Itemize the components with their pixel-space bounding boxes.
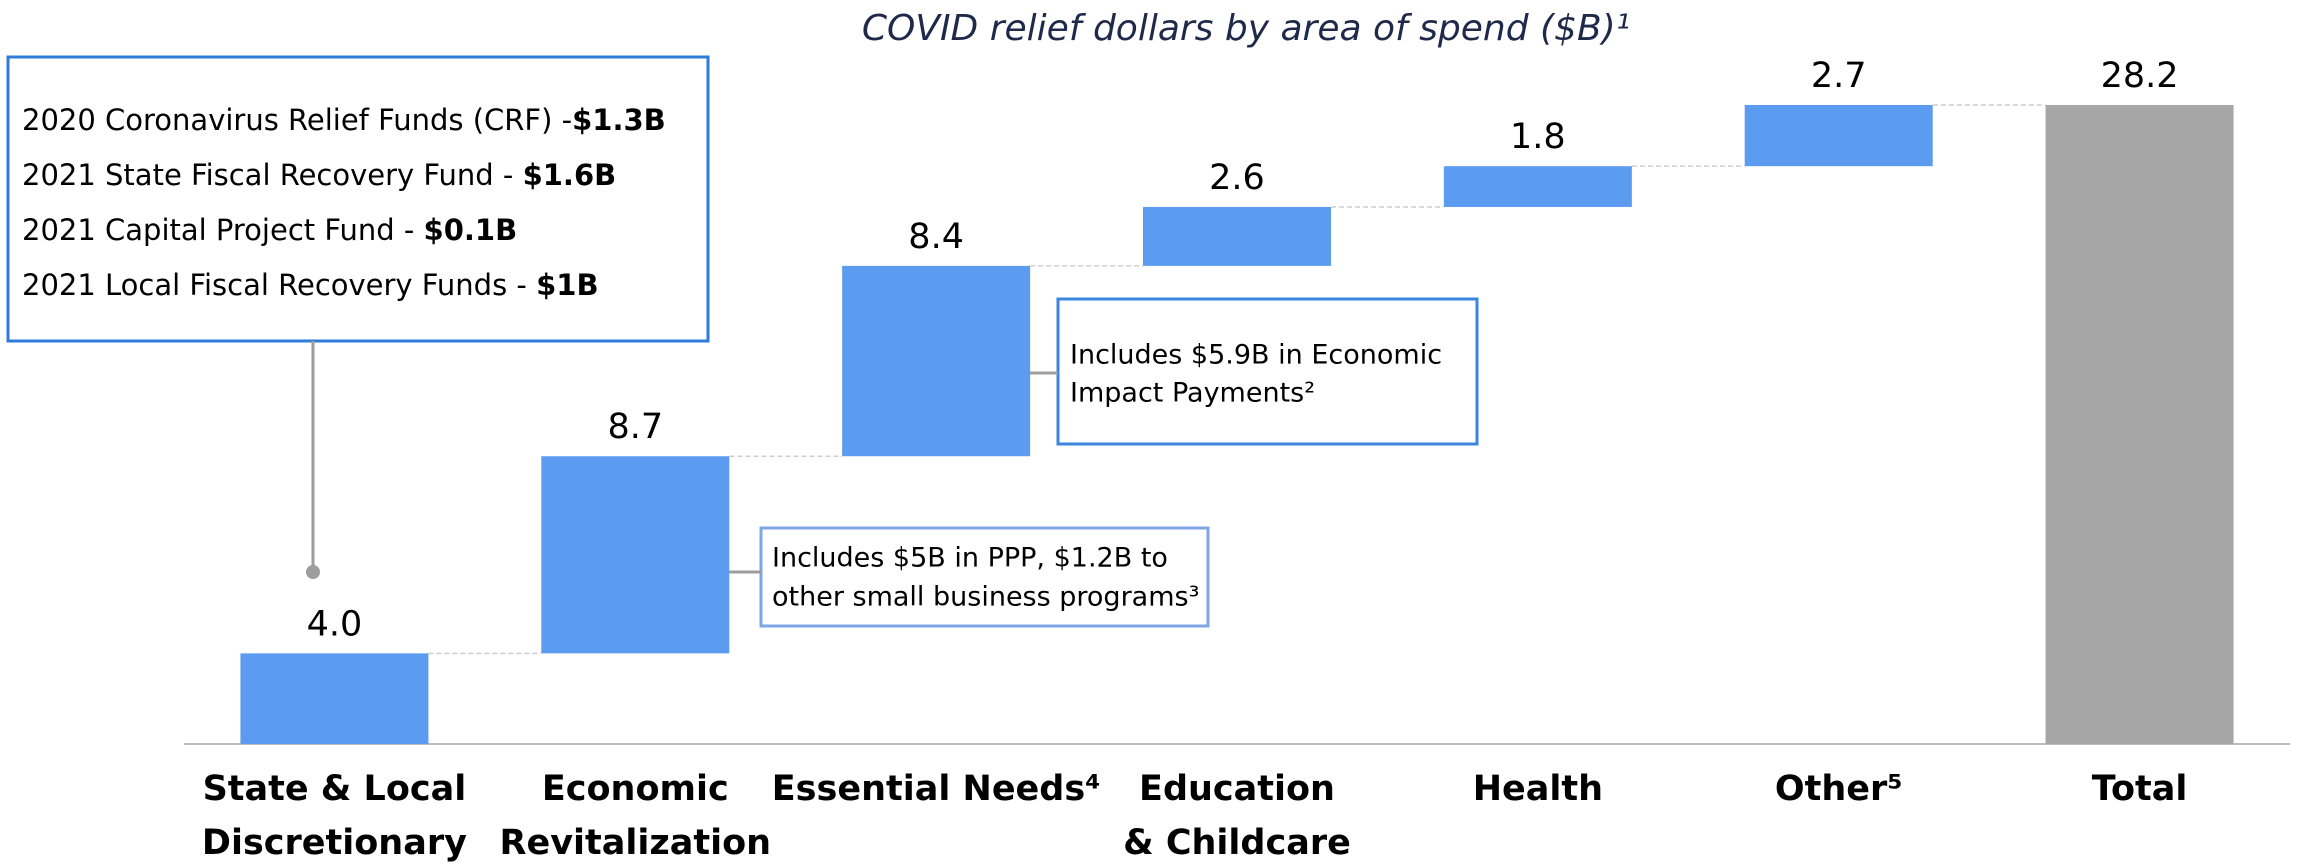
annotation-text: other small business programs³: [772, 582, 1199, 613]
x-tick-label: Other⁵: [1775, 769, 1903, 809]
annotation-text: Includes $5B in PPP, $1.2B to: [772, 543, 1168, 574]
callout-text: 2021 State Fiscal Recovery Fund -: [22, 158, 523, 192]
callout-line: 2021 Capital Project Fund - $0.1B: [22, 213, 517, 247]
x-tick-label: Total: [2092, 769, 2188, 809]
callout-text: 2020 Coronavirus Relief Funds (CRF) -: [22, 103, 572, 137]
x-tick-label: State & Local: [203, 769, 467, 809]
x-tick-label: Health: [1473, 769, 1603, 809]
bar: [842, 265, 1031, 457]
value-label: 2.7: [1811, 56, 1867, 96]
callout-box: [6, 55, 710, 343]
bar: [541, 456, 730, 654]
annotation-box: [759, 526, 1210, 628]
x-tick-label: Essential Needs⁴: [772, 769, 1101, 809]
callout-dot: [306, 565, 320, 579]
chart-title: COVID relief dollars by area of spend ($…: [862, 8, 1630, 49]
x-tick-label: Revitalization: [500, 823, 772, 863]
bar: [2045, 105, 2234, 744]
value-label: 2.6: [1209, 158, 1265, 198]
bar: [1443, 166, 1632, 207]
value-label: 8.7: [607, 407, 663, 447]
value-label: 28.2: [2101, 56, 2179, 96]
callout-line: 2021 Local Fiscal Recovery Funds - $1B: [22, 268, 599, 302]
callout-line: 2021 State Fiscal Recovery Fund - $1.6B: [22, 158, 616, 192]
callout-amount: $1.6B: [523, 158, 617, 192]
callout-text: 2021 Capital Project Fund -: [22, 213, 424, 247]
bar: [240, 653, 429, 744]
bar: [1143, 206, 1331, 266]
x-tick-label: Education: [1139, 769, 1335, 809]
value-label: 8.4: [908, 217, 964, 257]
callout-line: 2020 Coronavirus Relief Funds (CRF) -$1.…: [22, 103, 666, 137]
value-label: 1.8: [1510, 117, 1566, 157]
annotation-text: Includes $5.9B in Economic: [1070, 340, 1442, 371]
annotation-text: Impact Payments²: [1070, 378, 1315, 409]
value-label: 4.0: [307, 604, 363, 644]
annotation-box: [1056, 297, 1479, 446]
x-tick-label: & Childcare: [1123, 823, 1351, 863]
callout-amount: $1B: [536, 268, 598, 302]
x-tick-label: Economic: [542, 769, 729, 809]
callout-amount: $0.1B: [424, 213, 518, 247]
x-tick-label: Discretionary: [202, 823, 467, 863]
callout-text: 2021 Local Fiscal Recovery Funds -: [22, 268, 536, 302]
bar: [1744, 105, 1933, 167]
callout-amount: $1.3B: [572, 103, 666, 137]
